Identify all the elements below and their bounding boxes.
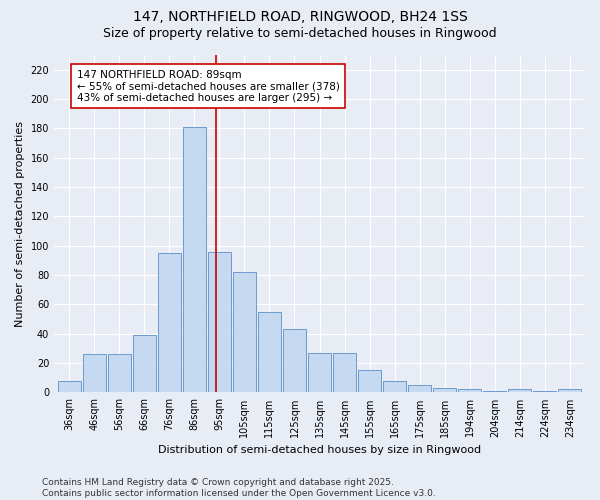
Bar: [83, 354, 106, 393]
Bar: [358, 370, 381, 392]
Bar: [58, 380, 80, 392]
Bar: [408, 385, 431, 392]
X-axis label: Distribution of semi-detached houses by size in Ringwood: Distribution of semi-detached houses by …: [158, 445, 481, 455]
Bar: [508, 390, 532, 392]
Bar: [559, 390, 581, 392]
Bar: [433, 388, 456, 392]
Bar: [484, 391, 506, 392]
Bar: [158, 253, 181, 392]
Bar: [183, 127, 206, 392]
Bar: [283, 330, 306, 392]
Bar: [258, 312, 281, 392]
Bar: [208, 252, 231, 392]
Text: 147, NORTHFIELD ROAD, RINGWOOD, BH24 1SS: 147, NORTHFIELD ROAD, RINGWOOD, BH24 1SS: [133, 10, 467, 24]
Bar: [133, 335, 156, 392]
Bar: [383, 380, 406, 392]
Bar: [233, 272, 256, 392]
Bar: [308, 353, 331, 393]
Y-axis label: Number of semi-detached properties: Number of semi-detached properties: [15, 120, 25, 326]
Text: Contains HM Land Registry data © Crown copyright and database right 2025.
Contai: Contains HM Land Registry data © Crown c…: [42, 478, 436, 498]
Bar: [333, 353, 356, 393]
Bar: [107, 354, 131, 393]
Text: 147 NORTHFIELD ROAD: 89sqm
← 55% of semi-detached houses are smaller (378)
43% o: 147 NORTHFIELD ROAD: 89sqm ← 55% of semi…: [77, 70, 340, 103]
Text: Size of property relative to semi-detached houses in Ringwood: Size of property relative to semi-detach…: [103, 28, 497, 40]
Bar: [533, 391, 556, 392]
Bar: [458, 390, 481, 392]
